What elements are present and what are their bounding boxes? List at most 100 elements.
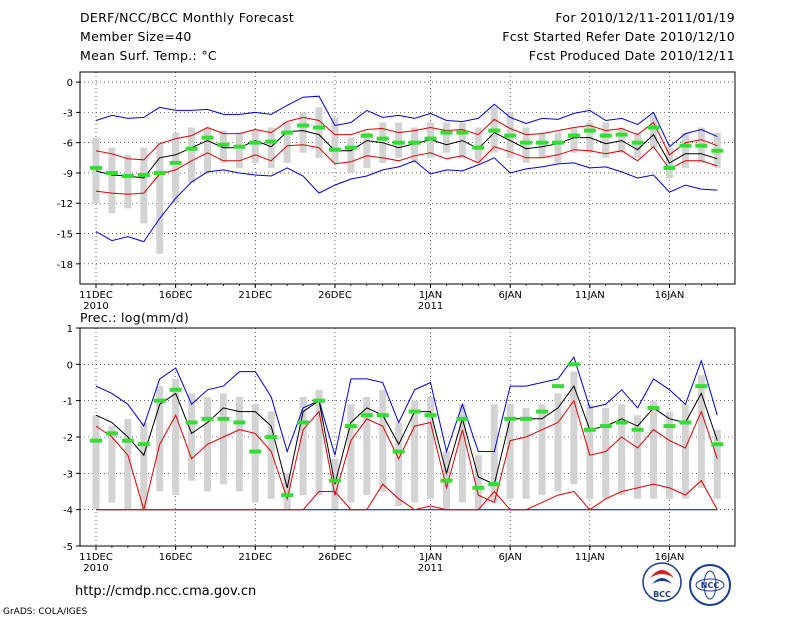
temp-xtick-label: 6JAN	[498, 290, 521, 301]
temp-median-marker	[567, 133, 580, 138]
prec-ensemble-bar	[315, 389, 323, 496]
prec-median-marker	[424, 413, 437, 418]
prec-median-marker	[217, 416, 230, 421]
temp-median-marker	[504, 133, 517, 138]
temp-ytick-label: -3	[63, 108, 73, 119]
temp-median-marker	[520, 140, 533, 145]
temp-ensemble-bar	[92, 137, 100, 204]
prec-median-marker	[488, 482, 501, 487]
temp-xtick-label: 16JAN	[655, 290, 685, 301]
temp-median-marker	[344, 145, 357, 150]
prec-xtick-label: 16JAN	[655, 552, 685, 563]
temp-ensemble-bar	[538, 132, 546, 158]
prec-ensemble-bar	[650, 400, 658, 499]
temp-median-marker	[105, 170, 118, 175]
temp-upper-line	[95, 116, 718, 161]
bcc-logo-icon: BCC	[642, 562, 682, 602]
temp-max-line	[95, 95, 718, 148]
temp-median-marker	[153, 170, 166, 175]
prec-ensemble-bar	[283, 473, 291, 510]
temp-xtick-label: 11DEC	[79, 290, 113, 301]
prec-median-marker	[169, 387, 182, 392]
prec-median-marker	[647, 405, 660, 410]
prec-upper-line	[95, 399, 718, 512]
prec-ensemble-bar	[140, 422, 148, 510]
prec-median-marker	[121, 438, 134, 443]
prec-ensemble-bar	[156, 386, 164, 492]
website-url: http://cmdp.ncc.cma.gov.cn	[75, 584, 256, 599]
prec-xtick-label: 6JAN	[498, 552, 521, 563]
temp-median-marker	[137, 172, 150, 177]
temp-ensemble-bar	[299, 112, 307, 153]
prec-xtick-year-label: 2011	[418, 563, 443, 574]
temp-ensemble-bar	[156, 142, 164, 254]
prec-median-marker	[440, 478, 453, 483]
prec-xtick-label: 21DEC	[238, 552, 272, 563]
temp-median-marker	[201, 135, 214, 140]
temp-ensemble-bar	[140, 147, 148, 224]
temp-median-marker	[456, 130, 469, 135]
temp-median-marker	[695, 143, 708, 148]
prec-ytick-label: -5	[63, 542, 73, 553]
temp-ensemble-bar	[474, 127, 482, 163]
temp-xtick-label: 16DEC	[159, 290, 193, 301]
prec-median-marker	[201, 416, 214, 421]
prec-ensemble-bar	[713, 429, 721, 499]
prec-median-marker	[281, 493, 294, 498]
prec-median-marker	[631, 427, 644, 432]
prec-median-marker	[344, 424, 357, 429]
temp-median-marker	[328, 147, 341, 152]
temp-median-marker	[376, 136, 389, 141]
temp-xtick-label: 1JAN	[419, 290, 442, 301]
prec-max-line	[95, 356, 718, 456]
temp-median-marker	[631, 140, 644, 145]
prec-lower-line	[96, 479, 718, 511]
prec-ensemble-bar	[411, 400, 419, 503]
temp-median-marker	[121, 173, 134, 178]
temp-median-marker	[297, 123, 310, 128]
prec-median-marker	[583, 427, 596, 432]
variable-label: Mean Surf. Temp.: °C	[80, 48, 217, 63]
prec-ensemble-bar	[299, 397, 307, 496]
prec-ensemble-bar	[108, 426, 116, 503]
prec-median-marker	[153, 398, 166, 403]
prec-median-marker	[376, 413, 389, 418]
temp-median-marker	[488, 128, 501, 133]
prec-ensemble-bar	[665, 411, 673, 499]
temp-ensemble-bar	[570, 127, 578, 153]
temp-median-marker	[169, 160, 182, 165]
forecast-period-label: For 2010/12/11-2011/01/19	[555, 10, 735, 25]
temp-median-marker	[281, 130, 294, 135]
prec-ensemble-bar	[490, 404, 498, 503]
temp-mean-line	[95, 130, 718, 179]
ncc-logo-text: NCC	[701, 581, 720, 590]
temp-ytick-label: 0	[67, 78, 73, 89]
prec-median-marker	[90, 438, 102, 443]
prec-median-marker	[408, 409, 421, 414]
temp-median-marker	[90, 165, 102, 170]
prec-ytick-label: -1	[63, 397, 73, 408]
prec-median-marker	[504, 416, 517, 421]
prec-ensemble-bar	[570, 371, 578, 485]
ncc-logo-icon: NCC	[689, 564, 731, 606]
prec-ensemble-bar	[586, 404, 594, 499]
started-refer-date-label: Fcst Started Refer Date 2010/12/10	[502, 29, 735, 44]
prec-median-marker	[615, 420, 628, 425]
temp-median-marker	[711, 148, 724, 153]
temp-median-marker	[217, 142, 230, 147]
prec-median-marker	[599, 424, 612, 429]
temp-median-marker	[536, 140, 549, 145]
temp-ensemble-bar	[411, 127, 419, 163]
prec-median-marker	[233, 420, 246, 425]
temp-median-marker	[615, 132, 628, 137]
temp-xtick-label: 11JAN	[575, 290, 605, 301]
temp-ensemble-bar	[315, 107, 323, 158]
prec-xtick-year-label: 2010	[83, 563, 108, 574]
prec-ensemble-bar	[697, 375, 705, 488]
temp-xtick-label: 26DEC	[318, 290, 352, 301]
prec-xtick-label: 11DEC	[79, 552, 113, 563]
member-size-label: Member Size=40	[80, 29, 192, 44]
prec-xtick-label: 16DEC	[159, 552, 193, 563]
temp-ensemble-bar	[602, 122, 610, 158]
